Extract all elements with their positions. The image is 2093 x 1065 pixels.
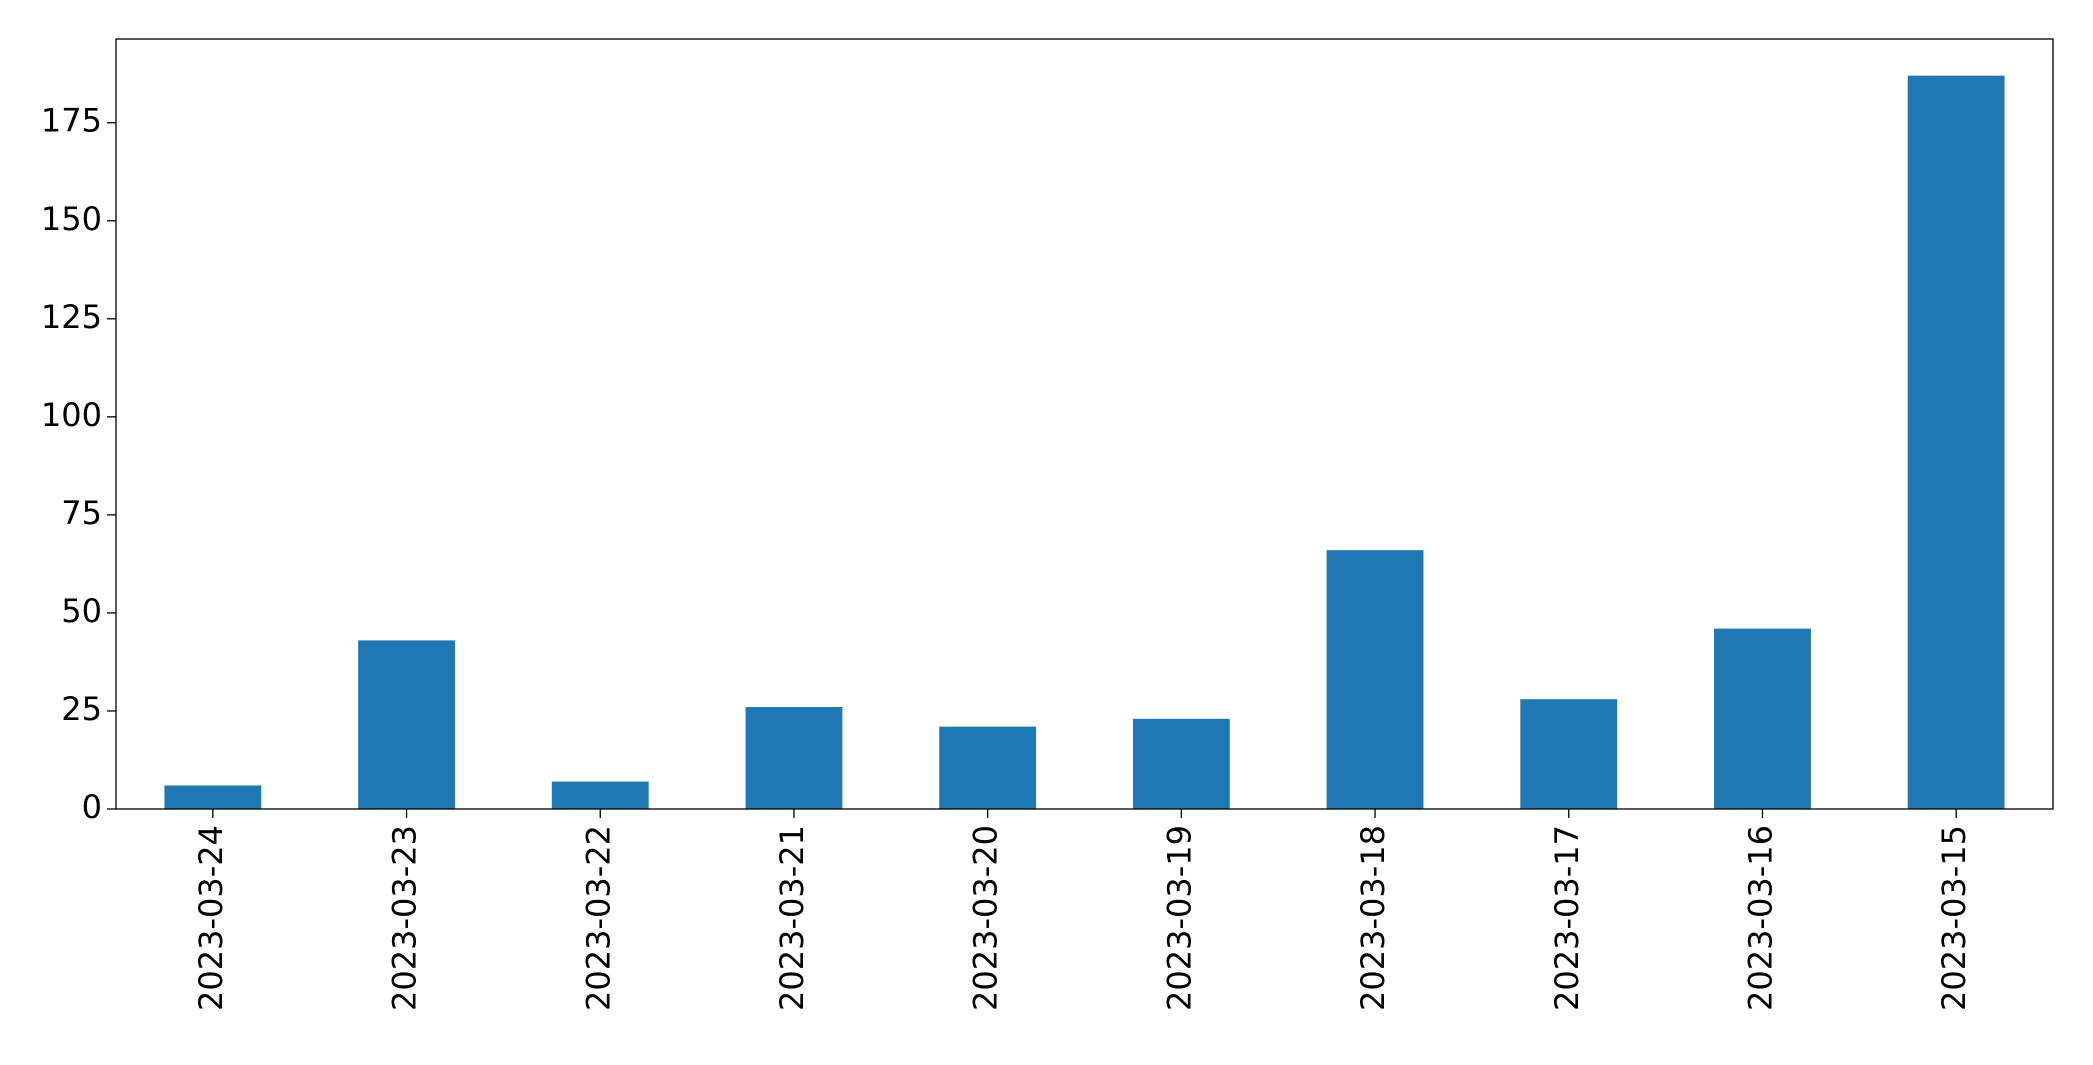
y-tick-label: 75 (61, 494, 102, 532)
x-tick-label: 2023-03-18 (1354, 825, 1392, 1011)
bar (1326, 550, 1424, 809)
y-tick-label: 0 (82, 788, 102, 826)
x-tick-label: 2023-03-17 (1548, 825, 1586, 1011)
y-tick-label: 150 (41, 200, 102, 238)
bar (551, 781, 649, 809)
y-tick-label: 125 (41, 298, 102, 336)
bar (1907, 75, 2005, 809)
y-tick-label: 25 (61, 690, 102, 728)
bar (358, 640, 455, 809)
bar (1132, 718, 1230, 809)
bar (939, 726, 1037, 809)
bar (164, 785, 262, 809)
x-tick-label: 2023-03-16 (1741, 825, 1779, 1011)
plot-frame (115, 38, 2054, 810)
y-tick-label: 175 (41, 102, 102, 140)
x-tick-label: 2023-03-19 (1160, 825, 1198, 1011)
bar (1714, 628, 1811, 809)
y-tick-label: 50 (61, 592, 102, 630)
x-tick-label: 2023-03-23 (386, 825, 424, 1011)
x-tick-label: 2023-03-20 (967, 825, 1005, 1011)
bar (745, 707, 843, 809)
x-tick-label: 2023-03-15 (1935, 825, 1973, 1011)
x-tick-label: 2023-03-21 (773, 825, 811, 1011)
y-tick-label: 100 (41, 396, 102, 434)
bar (1520, 699, 1618, 809)
x-tick-label: 2023-03-24 (192, 825, 230, 1011)
x-tick-label: 2023-03-22 (579, 825, 617, 1011)
